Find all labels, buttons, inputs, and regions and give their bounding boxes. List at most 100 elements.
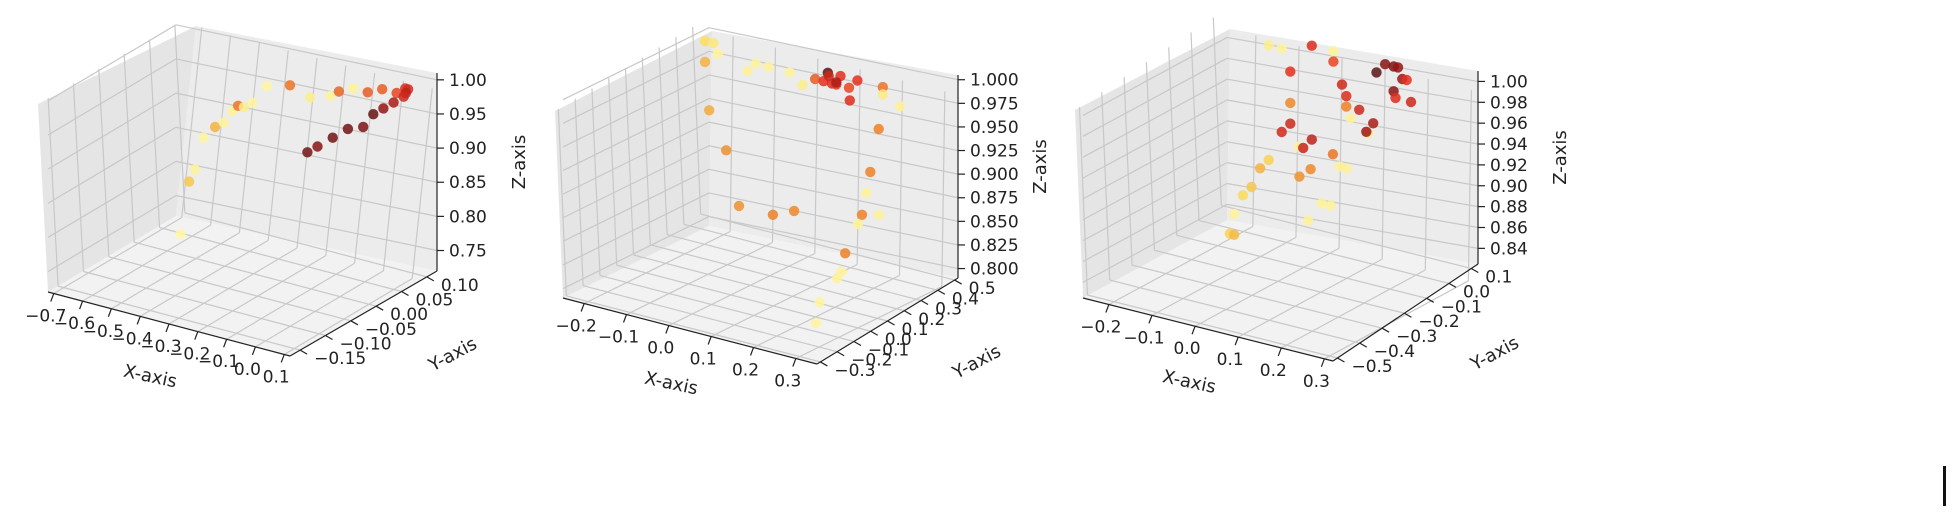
data-point xyxy=(1302,215,1314,226)
data-point xyxy=(852,218,864,230)
y-gridline xyxy=(658,47,668,235)
x-tick-mark xyxy=(223,339,228,348)
y-tick-mark xyxy=(954,279,962,285)
z-gridline xyxy=(708,27,959,81)
data-point xyxy=(348,83,359,94)
data-point xyxy=(1305,164,1316,175)
y-tick-label: −0.5 xyxy=(1351,357,1392,377)
z-gridline xyxy=(1082,203,1228,283)
x-gridline xyxy=(226,262,355,340)
data-point xyxy=(712,48,723,59)
z-tick-label: 0.925 xyxy=(970,142,1019,162)
y-tick-label: 0.1 xyxy=(902,320,929,340)
y-tick-mark xyxy=(375,305,384,311)
y-tick-mark xyxy=(1471,267,1479,273)
x-gridline xyxy=(53,217,183,295)
z-tick-label: 0.98 xyxy=(1490,93,1528,113)
data-point xyxy=(325,90,336,102)
data-point xyxy=(1405,96,1417,108)
y-gridline xyxy=(57,285,301,351)
y-gridline xyxy=(1109,279,1360,344)
data-point xyxy=(377,84,388,95)
data-point xyxy=(1392,62,1404,73)
x-gridline xyxy=(255,270,384,348)
z-tick-label: 0.85 xyxy=(449,173,487,193)
data-point xyxy=(1229,208,1240,220)
y-tick-mark xyxy=(1404,312,1412,318)
y-gridline xyxy=(1221,204,1472,270)
x-tick-mark xyxy=(79,300,84,310)
z-tick-label: 0.825 xyxy=(970,236,1019,256)
data-point xyxy=(763,61,774,73)
data-point xyxy=(1306,40,1318,51)
z-tick-label: 0.950 xyxy=(970,118,1019,138)
y-axis-label: Y-axis xyxy=(424,333,480,376)
x-gridline xyxy=(1237,258,1383,338)
z-gridline xyxy=(1082,36,1228,116)
text-cursor-icon xyxy=(1943,466,1946,506)
data-point xyxy=(261,80,273,92)
x-tick-mark xyxy=(1234,336,1239,346)
z-gridline xyxy=(562,74,710,148)
x-tick-label: −0.2 xyxy=(169,345,210,365)
y-tick-label: 0.00 xyxy=(390,305,428,325)
data-point xyxy=(810,317,822,329)
x-tick-mark xyxy=(580,303,585,312)
y-tick-mark xyxy=(1381,327,1390,333)
data-point xyxy=(358,121,369,133)
x-gridline xyxy=(1324,280,1469,360)
y-tick-mark xyxy=(920,300,929,306)
data-point xyxy=(1237,190,1249,201)
tick-labels: −0.7−0.6−0.5−0.4−0.3−0.2−0.10.0 0.1−0.15−… xyxy=(25,71,487,388)
x-gridline xyxy=(1108,225,1254,306)
z-gridline xyxy=(1226,182,1479,229)
z-gridline xyxy=(47,24,177,102)
x-gridline xyxy=(354,73,376,264)
data-point xyxy=(1285,66,1296,77)
x-tick-mark xyxy=(251,346,256,356)
floor-pane xyxy=(563,226,958,364)
data-point xyxy=(852,75,863,86)
data-point xyxy=(843,82,855,94)
z-gridline xyxy=(47,92,177,170)
y-gridline xyxy=(608,78,618,266)
data-point xyxy=(1354,104,1365,116)
z-gridline xyxy=(708,97,959,152)
data-point xyxy=(302,147,313,158)
y-gridline xyxy=(83,270,326,337)
data-point xyxy=(1334,161,1345,172)
x-gridline xyxy=(668,252,816,327)
x-tick-mark xyxy=(280,354,285,363)
z-gridline xyxy=(1226,162,1479,208)
data-point xyxy=(1276,126,1287,138)
data-point xyxy=(708,37,719,49)
y-gridline xyxy=(1087,294,1338,359)
x-tick-mark xyxy=(50,293,55,302)
x-gridline xyxy=(1194,247,1340,327)
data-point xyxy=(1285,97,1296,109)
y-tick-label: 0.3 xyxy=(935,300,962,320)
y-axis-label: Y-axis xyxy=(948,341,1004,384)
z-gridline xyxy=(708,215,959,270)
y-tick-label: −0.2 xyxy=(851,351,892,371)
z-tick-label: 0.92 xyxy=(1490,156,1528,176)
y-gridline xyxy=(174,24,186,213)
grid-lines xyxy=(47,24,438,355)
z-gridline xyxy=(175,92,438,149)
x-tick-mark xyxy=(194,331,199,340)
z-tick-label: 0.88 xyxy=(1490,198,1528,218)
y-gridline xyxy=(1078,106,1089,296)
x-gridline xyxy=(583,230,731,305)
y-tick-label: 0.0 xyxy=(1463,282,1490,302)
y-gridline xyxy=(108,256,351,322)
x-gridline xyxy=(753,274,900,349)
x-tick-label: 0.0 xyxy=(234,360,261,380)
data-point xyxy=(861,187,872,198)
x-gridline xyxy=(411,88,433,279)
y-tick-mark xyxy=(1359,342,1368,348)
y-gridline xyxy=(1212,17,1222,206)
data-point xyxy=(1316,198,1327,209)
x-tick-mark xyxy=(165,323,170,333)
x-gridline xyxy=(1381,68,1386,260)
